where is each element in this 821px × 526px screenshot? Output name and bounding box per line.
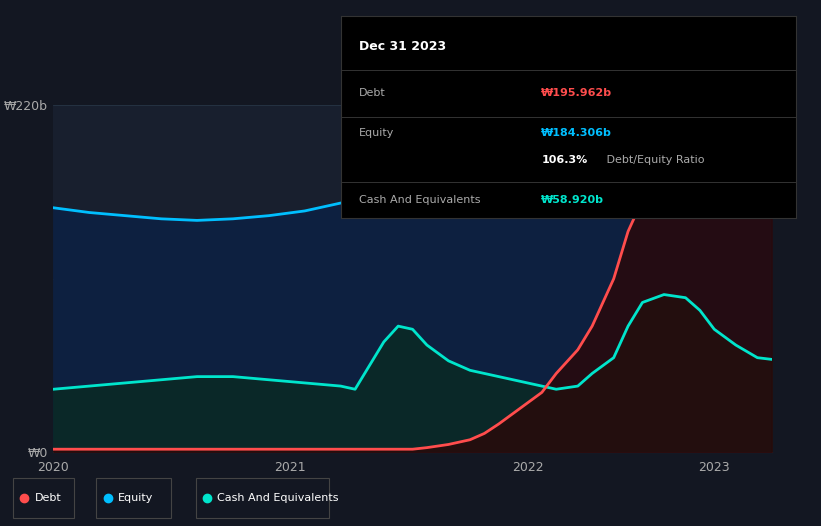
Text: ₩58.920b: ₩58.920b <box>541 195 604 205</box>
Text: ₩195.962b: ₩195.962b <box>541 88 612 98</box>
Text: Equity: Equity <box>118 493 154 503</box>
Text: Equity: Equity <box>359 128 394 138</box>
Text: Debt: Debt <box>359 88 386 98</box>
Text: Cash And Equivalents: Cash And Equivalents <box>359 195 480 205</box>
Text: Cash And Equivalents: Cash And Equivalents <box>218 493 339 503</box>
Text: Debt/Equity Ratio: Debt/Equity Ratio <box>603 155 704 165</box>
Text: 106.3%: 106.3% <box>541 155 588 165</box>
Text: Dec 31 2023: Dec 31 2023 <box>359 40 446 53</box>
Text: Debt: Debt <box>34 493 61 503</box>
Text: ₩184.306b: ₩184.306b <box>541 128 612 138</box>
